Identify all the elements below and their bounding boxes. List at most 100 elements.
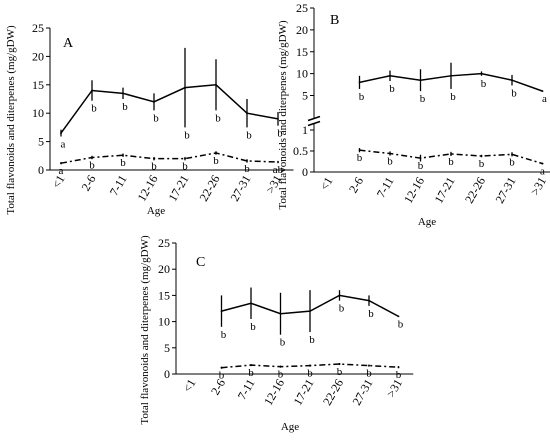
panel-a-significance-label: b <box>91 103 97 115</box>
panel-a-data-point <box>91 89 93 92</box>
panel-a: A Total flavonoids and diterpenes (mg/gD… <box>5 21 294 217</box>
panel-b-x-tick-label: 17-21 <box>431 175 457 206</box>
panel-a-y-tick-label: 10 <box>32 106 44 120</box>
panel-b-ylabel: Total flavonoids and diterpenes (mg/gDW) <box>277 20 289 210</box>
panel-a-data-point <box>215 83 217 86</box>
panel-b-data-point <box>480 72 483 75</box>
panel-b-significance-label: a <box>540 166 545 178</box>
panel-c-significance-label: b <box>396 369 402 381</box>
panel-c-significance-label: b <box>398 318 404 330</box>
panel-a-significance-label: b <box>89 160 95 172</box>
panel-b-y-tick-label: 20 <box>296 23 308 37</box>
panel-c-y-tick-label: 15 <box>158 288 170 302</box>
panel-c-xlabel: Age <box>281 421 299 433</box>
panel-b-data-point <box>480 155 483 157</box>
panel-b-y-tick-label: 25 <box>296 1 308 15</box>
panel-b-data-point <box>419 79 422 82</box>
panel-b-data-point <box>541 162 544 165</box>
panel-c-significance-label: b <box>248 367 254 379</box>
panel-a-significance-label: ab <box>273 164 284 176</box>
panel-c-data-point <box>338 363 341 365</box>
panel-b-x-tick-label: 7-11 <box>374 175 397 201</box>
panel-a-x-tick-label: 2-6 <box>78 173 98 194</box>
panel-a-significance-label: b <box>215 112 221 124</box>
panel-b-data-point <box>511 153 513 156</box>
panel-b-significance-label: b <box>418 160 424 172</box>
panel-a-data-point <box>60 132 62 134</box>
panel-b-data-point <box>541 90 544 93</box>
panel-a-x-tick-label: 12-16 <box>134 173 160 204</box>
panel-b-y-tick-label: 10 <box>296 67 308 81</box>
panel-a-y-tick-label: 5 <box>38 135 44 149</box>
panel-b-plot: 5 10 15 20 25 0 0.5 1 <1 2-6 7-11 12-16 17-21 22-26 27… <box>293 1 550 206</box>
panel-b-axis-break-mark <box>307 115 321 122</box>
panel-a-y-tick-label: 0 <box>38 163 44 177</box>
panel-c-x-tick-label: 12-16 <box>261 377 287 408</box>
panel-c-significance-label: b <box>250 321 256 333</box>
panel-a-significance-label: b <box>184 129 190 141</box>
panel-a-data-point <box>277 161 279 163</box>
panel-c-significance-label: b <box>339 303 345 315</box>
panel-b-label: B <box>330 13 339 28</box>
panel-a-x-tick-label: 22-26 <box>196 173 222 204</box>
panel-a-data-point <box>184 157 186 160</box>
panel-b-y-tick-label: 0 <box>302 165 308 179</box>
panel-c-data-point <box>279 312 282 315</box>
panel-c-significance-label: b <box>366 368 372 380</box>
panel-a-significance-label: b <box>151 161 157 173</box>
panel-b-significance-label: b <box>450 91 456 103</box>
panel-c-ylabel: Total flavonoids and diterpenes (mg/gDW) <box>139 235 151 425</box>
panel-a-significance-label: a <box>59 165 64 177</box>
panel-b-data-point <box>358 81 361 84</box>
panel-c-significance-label: b <box>337 366 343 378</box>
panel-a-y-tick-label: 25 <box>32 21 44 35</box>
panel-a-data-point <box>153 157 155 160</box>
panel-c-x-tick-label: 7-11 <box>235 377 258 403</box>
panel-b-data-point <box>358 149 361 152</box>
panel-c-x-tick-label: 22-26 <box>320 377 346 408</box>
panel-c-x-tick-label: 17-21 <box>290 377 316 408</box>
panel-a-xlabel: Age <box>147 205 165 217</box>
panel-a-data-point <box>184 86 186 89</box>
panel-b-x-tick-label: 27-31 <box>492 175 518 206</box>
panel-a-y-tick-label: 20 <box>32 49 44 63</box>
panel-c-significance-label: b <box>219 370 225 382</box>
panel-b-y-tick-label: 15 <box>296 45 308 59</box>
panel-b: B Total flavonoids and diterpenes (mg/gD… <box>277 1 550 228</box>
panel-a-x-tick-label: <1 <box>49 173 68 191</box>
panel-b-data-point <box>389 152 391 155</box>
panel-b-significance-label: b <box>359 91 365 103</box>
panel-c-data-point <box>309 364 311 367</box>
panel-b-data-point <box>419 157 422 160</box>
panel-a-significance-label: b <box>153 112 159 124</box>
panel-b-significance-label: b <box>509 156 515 168</box>
panel-c-significance-label: b <box>368 308 374 320</box>
panel-a-significance-label: a <box>61 138 66 150</box>
panel-b-data-point <box>389 74 391 77</box>
panel-c-y-tick-label: 25 <box>158 236 170 250</box>
panel-a-data-point <box>215 152 217 154</box>
panel-a-data-point <box>246 112 248 115</box>
panel-a-significance-label: b <box>277 128 283 140</box>
panel-b-significance-label: b <box>420 93 426 105</box>
panel-c-significance-label: b <box>309 334 315 346</box>
panel-b-y-tick-label: 0.5 <box>293 144 308 158</box>
panel-a-data-point <box>60 162 62 165</box>
panel-a-x-tick-label: 7-11 <box>107 173 130 199</box>
panel-c: C Total flavonoids and diterpenes (mg/gD… <box>139 235 414 433</box>
panel-c-data-point <box>250 302 252 305</box>
panel-c-y-tick-label: 10 <box>158 315 170 329</box>
panel-b-significance-label: b <box>479 158 485 170</box>
panel-c-data-point <box>368 364 370 367</box>
panel-c-y-tick-label: 0 <box>164 367 170 381</box>
panel-b-y-tick-label: 5 <box>302 89 308 103</box>
panel-a-ylabel: Total flavonoids and diterpenes (mg/gDW) <box>5 25 17 215</box>
panel-b-significance-label: b <box>448 156 454 168</box>
panel-a-significance-label: b <box>246 129 252 141</box>
panel-a-dashdot-series-line <box>60 152 279 164</box>
panel-a-significance-label: b <box>120 157 126 169</box>
panel-a-x-tick-label: 27-31 <box>227 173 253 204</box>
panel-b-data-point <box>450 74 452 77</box>
panel-c-x-tick-label: 2-6 <box>208 377 228 398</box>
